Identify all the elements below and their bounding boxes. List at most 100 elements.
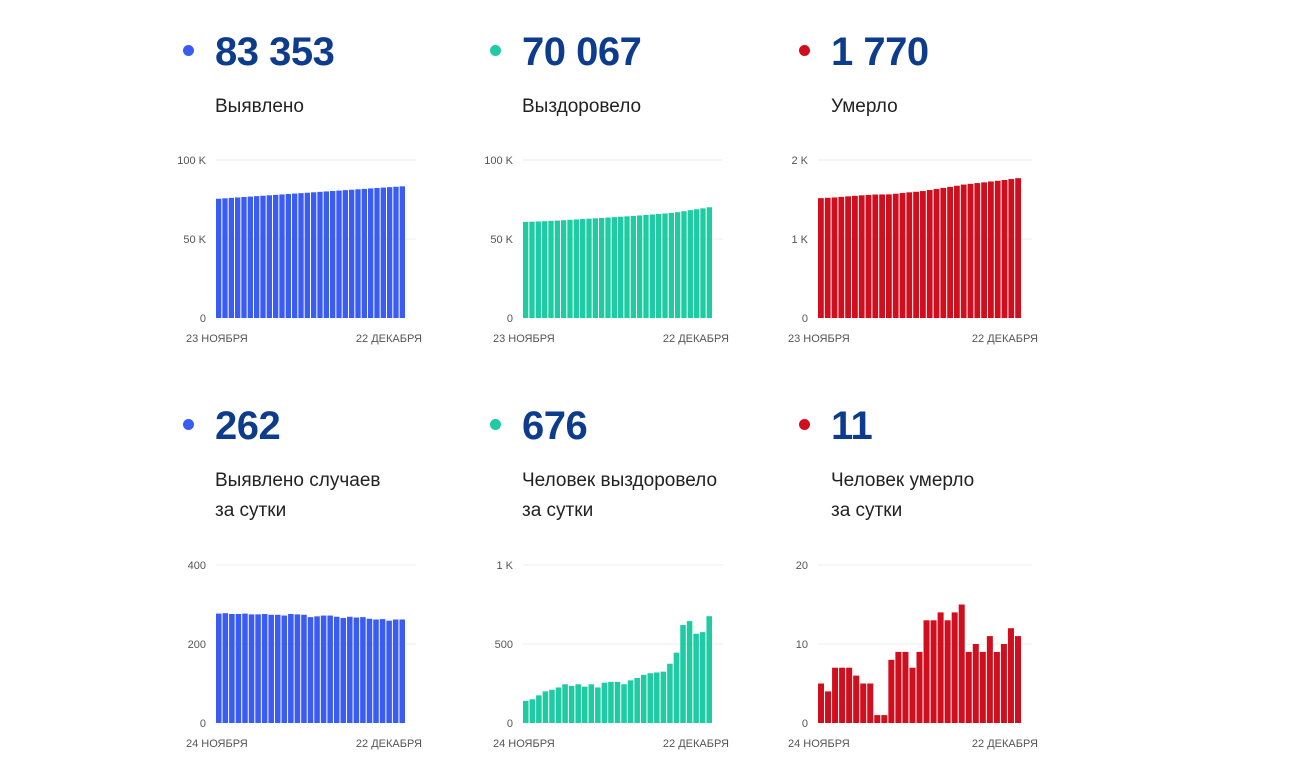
bar (892, 193, 899, 318)
bar (360, 617, 366, 723)
stat-value: 1 770 (831, 30, 929, 74)
bar (860, 683, 867, 723)
bar (867, 683, 874, 723)
stat-label-line1: Умерло (831, 96, 898, 117)
bar (235, 613, 242, 723)
bar (261, 613, 268, 723)
bar (248, 614, 255, 723)
bar (706, 616, 712, 723)
bar (340, 617, 347, 723)
stat-label: Выявлено (215, 92, 304, 122)
x-tick-label: 23 НОЯБРЯ (186, 333, 248, 345)
x-tick-label: 22 ДЕКАБРЯ (356, 333, 422, 345)
bar (930, 620, 937, 723)
bar (549, 689, 555, 723)
y-tick-label: 500 (495, 639, 513, 651)
bar (654, 672, 660, 723)
bar (853, 675, 860, 723)
bar (228, 197, 234, 318)
bar (687, 210, 693, 318)
bar (974, 183, 981, 318)
bar (529, 221, 535, 318)
bar (933, 188, 940, 318)
bar (916, 651, 923, 723)
bar (839, 667, 846, 723)
bar (599, 217, 605, 318)
bar (627, 680, 634, 723)
bar (895, 651, 902, 723)
y-tick-label: 1 K (791, 234, 808, 246)
bar (285, 194, 291, 318)
y-tick-label: 0 (200, 313, 206, 325)
x-tick-label: 24 НОЯБРЯ (788, 738, 850, 750)
bar (573, 219, 579, 318)
bar (845, 196, 851, 318)
bar (818, 683, 825, 723)
bar (274, 614, 281, 723)
bar (374, 188, 380, 318)
bar (944, 620, 951, 723)
stat-label-line1: Человек умерло (831, 470, 975, 491)
bar (954, 185, 960, 318)
cases-total-chart: 0 50 K 100 K 23 НОЯБРЯ 22 ДЕКАБРЯ (177, 155, 422, 345)
bar (846, 667, 853, 723)
bar (926, 190, 933, 318)
bar (273, 194, 279, 318)
bar (242, 613, 248, 723)
legend-dot-icon (799, 419, 810, 430)
bar (314, 616, 320, 723)
bar (575, 684, 581, 723)
bar (298, 193, 304, 318)
x-tick-label: 24 НОЯБРЯ (186, 738, 248, 750)
bar (902, 651, 909, 723)
bar (818, 198, 824, 318)
bar (960, 184, 967, 318)
bar (386, 620, 392, 723)
bar (301, 614, 307, 723)
bar (825, 691, 832, 723)
bar (899, 193, 906, 318)
bar (529, 699, 536, 723)
x-tick-label: 22 ДЕКАБРЯ (663, 738, 729, 750)
bar (979, 651, 986, 723)
bar (686, 621, 693, 723)
bar (621, 684, 627, 723)
bar (555, 687, 562, 723)
stat-value: 262 (215, 404, 281, 448)
bar (581, 686, 588, 723)
bar (649, 214, 655, 318)
legend-dot-icon (799, 45, 810, 56)
bar (694, 209, 700, 318)
y-tick-label: 0 (802, 718, 808, 730)
bar (222, 198, 228, 318)
bar (824, 197, 831, 318)
bar (831, 197, 838, 318)
bar (988, 181, 994, 318)
y-tick-label: 0 (507, 718, 513, 730)
bar (567, 219, 573, 318)
bar (693, 633, 699, 723)
bar (536, 695, 542, 723)
bar (393, 186, 399, 318)
bar (311, 192, 317, 318)
y-tick-label: 50 K (490, 234, 513, 246)
bar (554, 220, 560, 318)
bar (675, 212, 681, 318)
stat-label: Человек выздоровело за сутки (522, 466, 717, 526)
bar (981, 182, 987, 318)
bar (923, 620, 930, 723)
bar (281, 615, 288, 723)
bar (241, 197, 247, 318)
bar (562, 684, 568, 723)
x-tick-label: 22 ДЕКАБРЯ (972, 738, 1038, 750)
bar (608, 681, 614, 723)
stat-label-line1: Выздоровело (522, 96, 642, 117)
bar (886, 194, 892, 318)
bar (852, 195, 858, 318)
bar (342, 190, 348, 318)
bar (292, 193, 298, 318)
bar (355, 189, 361, 318)
bar (643, 214, 649, 318)
stat-label: Человек умерло за сутки (831, 466, 974, 526)
bar (288, 613, 294, 723)
